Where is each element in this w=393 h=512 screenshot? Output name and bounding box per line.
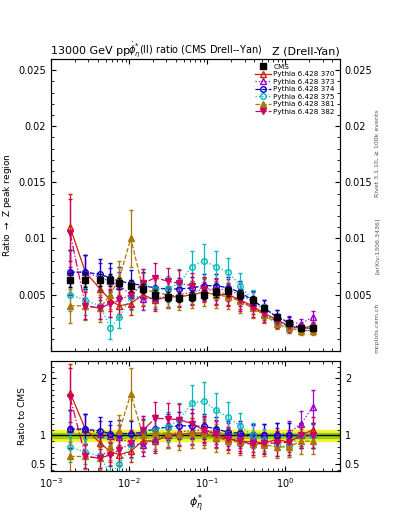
- Text: Z (Drell-Yan): Z (Drell-Yan): [272, 46, 340, 56]
- Bar: [51, 430, 340, 441]
- Text: Rivet 3.1.10, ≥ 100k events: Rivet 3.1.10, ≥ 100k events: [375, 110, 380, 198]
- Text: 13000 GeV pp: 13000 GeV pp: [51, 46, 130, 56]
- Legend: CMS, Pythia 6.428 370, Pythia 6.428 373, Pythia 6.428 374, Pythia 6.428 375, Pyt: CMS, Pythia 6.428 370, Pythia 6.428 373,…: [253, 62, 336, 116]
- Y-axis label: Ratio to CMS: Ratio to CMS: [18, 387, 27, 445]
- X-axis label: $\phi^{*}_{\eta}$: $\phi^{*}_{\eta}$: [189, 493, 202, 512]
- Title: $\dot{\phi}^{*}_{\eta}$(ll) ratio (CMS Drell--Yan): $\dot{\phi}^{*}_{\eta}$(ll) ratio (CMS D…: [129, 40, 263, 59]
- Bar: [51, 433, 340, 438]
- Text: mcplots.cern.ch: mcplots.cern.ch: [375, 303, 380, 353]
- Text: [arXiv:1306.3436]: [arXiv:1306.3436]: [375, 218, 380, 274]
- Y-axis label: Ratio $\rightarrow$ Z peak region: Ratio $\rightarrow$ Z peak region: [1, 153, 14, 257]
